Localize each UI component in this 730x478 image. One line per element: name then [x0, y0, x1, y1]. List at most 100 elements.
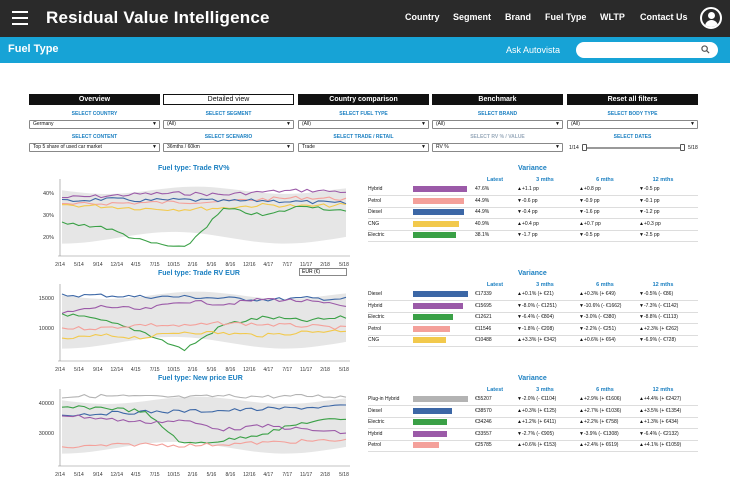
date-start-handle[interactable] — [582, 144, 587, 151]
variance-6m: ▲+2.7% (+ €1036) — [579, 407, 622, 414]
variance-12m: ▼-6.9% (- €728) — [639, 337, 676, 343]
user-avatar-icon[interactable] — [700, 7, 722, 29]
variance-row-divider — [368, 346, 698, 347]
tab-benchmark[interactable]: Benchmark — [432, 94, 563, 105]
x-tick-label: 12/16 — [243, 472, 256, 478]
nav-segment[interactable]: Segment — [453, 12, 492, 22]
x-tick-label: 12/14 — [110, 472, 124, 478]
trade-retail-select[interactable]: Trade ▼ — [298, 143, 429, 152]
country-select[interactable]: Germany ▼ — [29, 120, 160, 129]
tab-country-comparison[interactable]: Country comparison — [298, 94, 429, 105]
variance-12m: ▲+4.4% (+ €2427) — [639, 396, 682, 402]
variance-6m: ▼-3.0% (- €380) — [579, 314, 616, 320]
currency-value: EUR (€) — [302, 269, 321, 275]
series-line-cng — [61, 329, 347, 340]
variance-bar — [413, 396, 468, 402]
x-tick-label: 10/15 — [167, 262, 180, 268]
variance-6m: ▼-2.2% (- €251) — [579, 325, 616, 332]
chevron-down-icon: ▼ — [555, 121, 560, 127]
variance-title: Variance — [518, 270, 547, 277]
variance-3m: ▲+1.2% (+ €411) — [517, 419, 557, 425]
series-line-plug-in-hybrid — [61, 393, 347, 399]
variance-latest: €33557 — [475, 430, 492, 437]
x-tick-label: 9/14 — [92, 262, 103, 268]
variance-row-divider — [368, 229, 698, 231]
search-input[interactable] — [576, 42, 718, 58]
variance-column-header: Latest — [486, 282, 504, 288]
x-tick-label: 2/16 — [187, 367, 198, 373]
variance-bar — [413, 430, 447, 437]
reset-filters-button[interactable]: Reset all filters — [567, 94, 698, 105]
x-tick-label: 5/16 — [206, 262, 217, 268]
chevron-down-icon: ▼ — [421, 144, 426, 150]
nav-contact-us[interactable]: Contact Us — [640, 12, 688, 22]
variance-3m: ▼-1.7 pp — [517, 232, 538, 238]
variance-latest: 47.6% — [475, 186, 490, 192]
brand-select[interactable]: (All) ▼ — [432, 120, 563, 129]
variance-column-header: 6 mths — [596, 387, 614, 393]
variance-12m: ▼-2.5 pp — [639, 232, 660, 238]
variance-6m: ▼-0.9 pp — [579, 197, 600, 204]
variance-latest: €25785 — [475, 442, 492, 448]
rv-value-select[interactable]: RV % ▼ — [432, 143, 563, 152]
variance-column-header: 3 mths — [536, 282, 554, 288]
y-tick-label: 40% — [42, 191, 54, 197]
ask-autovista-label: Ask Autovista — [506, 45, 561, 55]
variance-row-label: Petrol — [368, 325, 382, 332]
variance-latest: €15695 — [475, 302, 492, 309]
series-line-hybrid — [61, 414, 347, 435]
variance-row-label: Petrol — [368, 197, 382, 204]
nav-country[interactable]: Country — [405, 12, 440, 22]
series-line-petrol — [61, 321, 347, 331]
y-tick-label: 15000 — [38, 296, 54, 302]
variance-row-divider — [368, 451, 698, 452]
date-end-handle[interactable] — [680, 144, 685, 151]
nav-wltp[interactable]: WLTP — [600, 12, 625, 22]
variance-row-divider — [368, 195, 698, 196]
variance-row-divider — [368, 334, 698, 336]
app-title: Residual Value Intelligence — [46, 8, 270, 27]
series-line-electric — [61, 205, 347, 247]
series-line-electric — [61, 313, 347, 352]
variance-column-header: 6 mths — [596, 282, 614, 288]
currency-select[interactable]: EUR (€) — [299, 268, 347, 276]
scenario-filter-label: SELECT SCENARIO — [204, 134, 253, 140]
variance-12m: ▼-8.8% (- €1113) — [639, 314, 678, 320]
brand-filter-label: SELECT BRAND — [477, 111, 518, 117]
line-chart — [58, 389, 350, 467]
variance-3m: ▲+0.6% (+ €153) — [517, 442, 557, 448]
variance-row-label: CNG — [368, 337, 380, 343]
variance-3m: ▲+3.3% (+ €342) — [517, 337, 557, 343]
scenario-select[interactable]: 36mths / 60km ▼ — [163, 143, 294, 152]
variance-row-label: Electric — [368, 232, 385, 238]
variance-latest: 44.9% — [475, 209, 490, 215]
variance-column-header: 12 mths — [652, 282, 674, 288]
variance-6m: ▼-10.6% (- €1662) — [579, 302, 622, 309]
variance-title: Variance — [518, 375, 547, 382]
tab-overview[interactable]: Overview — [29, 94, 160, 105]
variance-row-label: Electric — [368, 314, 385, 320]
x-tick-label: 7/15 — [149, 472, 160, 478]
rv-value-filter-label: SELECT RV % / VALUE — [470, 134, 525, 140]
x-tick-label: 5/16 — [206, 472, 217, 478]
fuel-type-select[interactable]: (All) ▼ — [298, 120, 429, 129]
variance-row-divider — [368, 206, 698, 208]
nav-fuel-type[interactable]: Fuel Type — [545, 12, 587, 22]
x-tick-label: 12/16 — [243, 262, 256, 268]
variance-bar — [413, 325, 450, 332]
variance-12m: ▲+2.3% (+ €262) — [639, 325, 679, 332]
x-tick-label: 2/14 — [55, 367, 65, 373]
x-tick-label: 7/17 — [282, 367, 293, 373]
body-type-select[interactable]: (All) ▼ — [567, 120, 698, 129]
variance-row-divider — [368, 416, 698, 418]
date-end-label: 5/18 — [688, 145, 698, 151]
tab-detailed-view[interactable]: Detailed view — [163, 94, 294, 105]
nav-brand[interactable]: Brand — [505, 12, 532, 22]
date-range-slider[interactable] — [584, 147, 684, 149]
variance-3m: ▼-2.0% (- €1104) — [517, 396, 557, 402]
segment-select[interactable]: (All) ▼ — [163, 120, 294, 129]
fuel-type-filter-label: SELECT FUEL TYPE — [339, 111, 388, 117]
x-tick-label: 12/14 — [110, 262, 124, 268]
hamburger-menu-icon[interactable] — [12, 11, 28, 25]
content-select[interactable]: Top 5 share of used car market ▼ — [29, 143, 160, 152]
